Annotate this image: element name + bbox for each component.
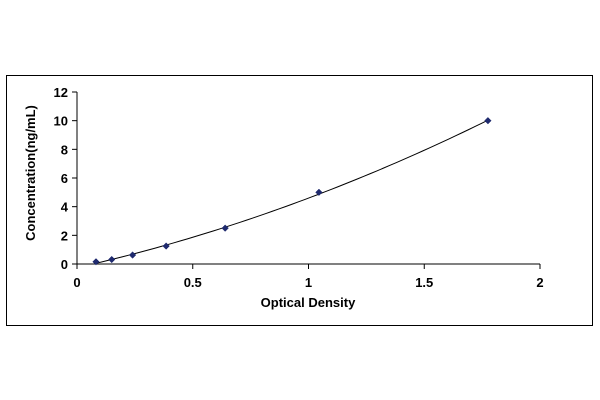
- data-point: [315, 188, 323, 196]
- data-point: [108, 255, 116, 264]
- y-tick-label: 6: [61, 171, 68, 186]
- data-points: [92, 117, 492, 266]
- x-tick-label: 0: [73, 275, 80, 290]
- x-tick-label: 2: [536, 275, 543, 290]
- y-tick-label: 8: [61, 142, 68, 157]
- y-ticks: 0 2 4 6 8 10 12: [54, 85, 77, 272]
- chart-svg: 0 0.5 1 1.5 2 0 2 4 6 8 10 12 Optical Density Conc…: [23, 85, 544, 310]
- y-tick-label: 0: [61, 257, 68, 272]
- data-point: [92, 258, 100, 266]
- trend-line: [95, 119, 489, 264]
- x-axis-title: Optical Density: [261, 295, 356, 310]
- data-point: [221, 224, 229, 232]
- y-tick-label: 4: [61, 200, 69, 215]
- y-tick-label: 10: [54, 114, 68, 129]
- x-tick-label: 1.5: [415, 275, 433, 290]
- chart-frame: 0 0.5 1 1.5 2 0 2 4 6 8 10 12 Optical Density Conc…: [6, 75, 593, 326]
- x-tick-label: 1: [305, 275, 312, 290]
- y-tick-label: 2: [61, 228, 68, 243]
- data-point: [162, 242, 170, 250]
- data-point: [484, 117, 492, 125]
- y-axis-title: Concentration(ng/mL): [23, 105, 38, 241]
- data-point: [128, 251, 137, 259]
- y-tick-label: 12: [54, 85, 68, 100]
- axes: [76, 92, 540, 265]
- x-ticks: 0 0.5 1 1.5 2: [73, 264, 544, 290]
- x-tick-label: 0.5: [184, 275, 202, 290]
